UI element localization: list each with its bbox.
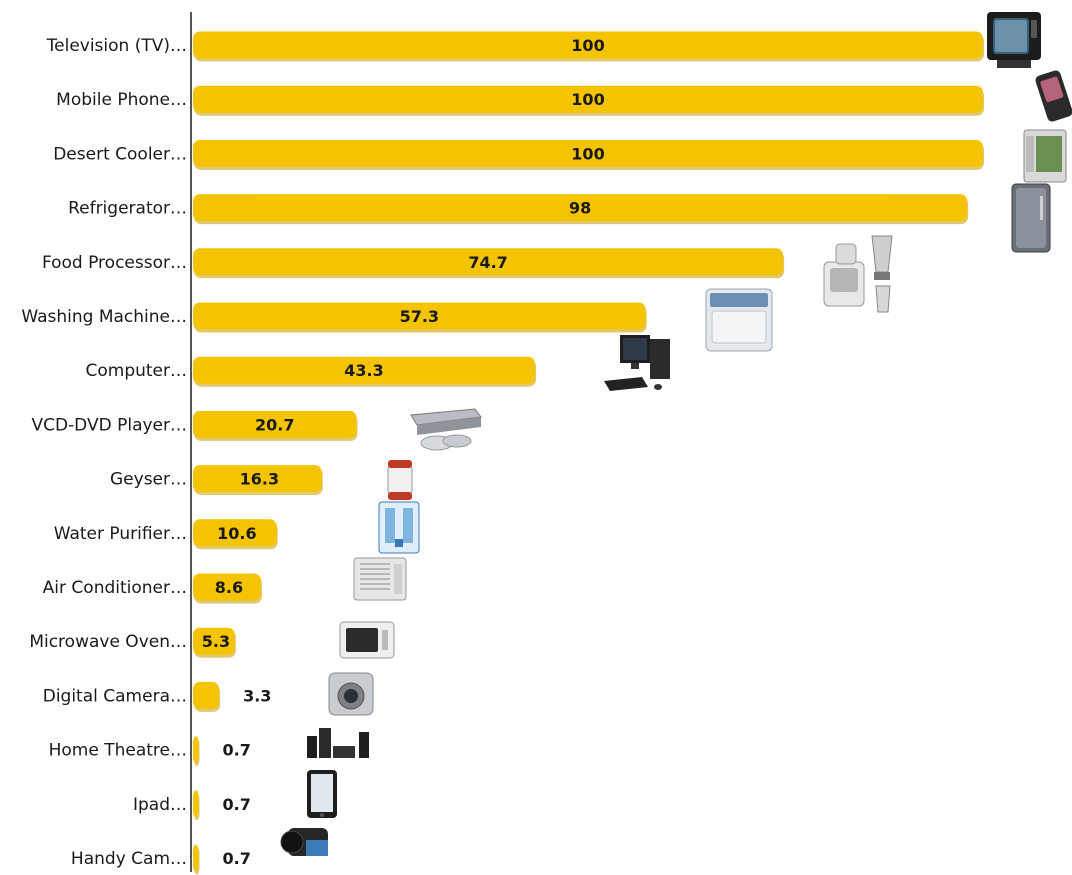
- category-label: Air Conditioner…: [43, 578, 187, 598]
- category-label: Washing Machine…: [21, 307, 187, 327]
- dvd-player-icon: [410, 408, 482, 451]
- category-label: Handy Cam…: [71, 849, 187, 869]
- food-processor-icon: [823, 235, 893, 313]
- bar: [193, 844, 199, 872]
- washing-machine-icon: [705, 288, 773, 352]
- value-label: 74.7: [468, 253, 507, 272]
- geyser-icon: [387, 460, 413, 500]
- value-label: 3.3: [243, 686, 271, 705]
- home-theatre-icon: [307, 728, 369, 758]
- value-label: 100: [571, 144, 604, 163]
- value-label: 20.7: [255, 415, 294, 434]
- bar: [193, 627, 235, 655]
- category-label: Computer…: [85, 361, 187, 381]
- category-label: Food Processor…: [42, 253, 187, 273]
- desert-cooler-icon: [1023, 129, 1067, 183]
- value-label: 100: [571, 36, 604, 55]
- value-label: 43.3: [344, 361, 383, 380]
- water-purifier-icon: [378, 501, 420, 554]
- bar: [193, 194, 968, 222]
- bar: [193, 465, 322, 493]
- category-label: Mobile Phone…: [56, 90, 187, 110]
- category-label: Desert Cooler…: [53, 144, 187, 164]
- value-label: 0.7: [223, 741, 251, 760]
- category-label: Water Purifier…: [54, 524, 187, 544]
- bar: [193, 356, 536, 384]
- category-label: VCD-DVD Player…: [31, 415, 187, 435]
- refrigerator-icon: [1011, 183, 1051, 253]
- value-label: 100: [571, 90, 604, 109]
- value-label: 10.6: [217, 524, 256, 543]
- category-label: Microwave Oven…: [29, 632, 187, 652]
- bar: [193, 410, 357, 438]
- ipad-icon: [307, 770, 337, 818]
- mobile-phone-icon: [1035, 70, 1072, 122]
- value-label: 5.3: [202, 632, 230, 651]
- bar: [193, 681, 220, 709]
- computer-icon: [604, 335, 670, 391]
- category-label: Geyser…: [110, 470, 187, 490]
- television-icon: [987, 12, 1041, 68]
- value-label: 0.7: [223, 849, 251, 868]
- handy-cam-icon: [280, 828, 328, 856]
- category-label: Home Theatre…: [49, 741, 187, 761]
- bar: [193, 85, 983, 113]
- category-label: Television (TV)…: [46, 36, 187, 56]
- bar: [193, 248, 784, 276]
- bar: [193, 736, 199, 764]
- value-label: 16.3: [240, 470, 279, 489]
- bar: [193, 31, 983, 59]
- value-label: 0.7: [223, 795, 251, 814]
- value-label: 8.6: [215, 578, 243, 597]
- bar: [193, 302, 646, 330]
- bar: [193, 139, 983, 167]
- bar: [193, 573, 261, 601]
- category-label: Digital Camera…: [43, 686, 187, 706]
- value-label: 98: [569, 199, 591, 218]
- bar: [193, 519, 277, 547]
- category-label: Ipad…: [133, 795, 187, 815]
- microwave-oven-icon: [339, 621, 395, 659]
- air-conditioner-icon: [353, 557, 407, 601]
- value-label: 57.3: [400, 307, 439, 326]
- bar: [193, 790, 199, 818]
- digital-camera-icon: [328, 672, 374, 716]
- category-label: Refrigerator…: [68, 199, 187, 219]
